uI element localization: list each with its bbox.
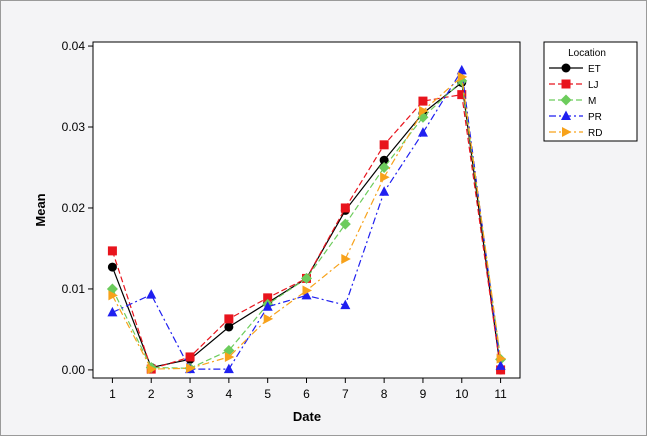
x-tick-label: 10 (455, 387, 469, 401)
data-point-pr (340, 299, 351, 310)
y-axis-title: Mean (33, 193, 48, 226)
data-point-m (378, 161, 390, 173)
data-point-lj (263, 293, 273, 303)
legend-item-m: M (549, 94, 596, 107)
y-tick-label: 0.02 (62, 201, 86, 215)
legend-label: RD (588, 128, 602, 139)
legend-label: M (588, 96, 596, 107)
legend-marker (561, 79, 571, 89)
data-point-lj (224, 314, 234, 324)
data-point-et (379, 155, 389, 165)
legend-item-rd: RD (549, 127, 602, 139)
x-tick-label: 2 (148, 387, 155, 401)
data-point-rd (108, 290, 118, 301)
legend-item-lj: LJ (549, 79, 599, 91)
data-point-pr (107, 306, 118, 317)
x-tick-label: 6 (303, 387, 310, 401)
legend-marker (561, 63, 571, 73)
x-tick-label: 3 (187, 387, 194, 401)
y-tick-label: 0.04 (62, 39, 86, 53)
legend-label: ET (588, 64, 601, 75)
x-tick-label: 7 (342, 387, 349, 401)
x-tick-label: 1 (109, 387, 116, 401)
data-point-rd (302, 285, 312, 296)
data-point-pr (417, 127, 428, 137)
x-tick-label: 11 (494, 387, 507, 401)
legend-marker (560, 94, 572, 106)
data-point-rd (224, 351, 235, 362)
y-tick-label: 0.03 (62, 120, 86, 134)
data-point-lj (496, 365, 506, 375)
data-point-rd (380, 172, 390, 183)
plot-area (92, 41, 521, 379)
data-point-pr (456, 64, 467, 75)
data-point-pr (495, 360, 506, 370)
data-point-lj (418, 96, 428, 106)
data-point-rd (457, 71, 468, 82)
data-point-et (107, 262, 117, 272)
x-axis-title: Date (293, 409, 321, 424)
legend-item-pr: PR (549, 110, 602, 123)
data-point-pr (223, 363, 234, 374)
data-point-rd (186, 363, 196, 374)
legend-label: PR (588, 112, 602, 123)
x-tick-label: 9 (420, 387, 427, 401)
legend-marker (562, 127, 572, 137)
legend-title: Location (568, 48, 606, 59)
data-point-pr (301, 289, 312, 300)
legend-marker (561, 110, 571, 120)
data-point-lj (340, 203, 350, 213)
legend-label: LJ (588, 80, 599, 91)
data-point-lj (379, 140, 389, 150)
data-point-m (301, 272, 312, 284)
data-point-rd (147, 364, 157, 375)
data-point-lj (107, 246, 117, 256)
data-point-m (339, 218, 351, 230)
data-point-rd (496, 353, 507, 364)
x-axis: 1 2 3 4 5 6 7 8 9 10 11 (109, 378, 507, 401)
x-tick-label: 4 (226, 387, 233, 401)
y-axis: 0.00 0.01 0.02 0.03 0.04 (62, 39, 93, 377)
data-point-pr (262, 301, 273, 311)
series-rd (108, 71, 507, 375)
data-point-rd (341, 253, 351, 264)
data-point-et (224, 322, 234, 332)
x-tick-label: 8 (381, 387, 388, 401)
series-line-rd (111, 75, 502, 370)
data-point-pr (379, 186, 390, 196)
y-tick-label: 0.01 (62, 282, 86, 296)
legend-items: ET LJ M PR RD (549, 63, 602, 139)
legend-box (543, 41, 638, 142)
legend-item-et: ET (549, 63, 601, 75)
x-tick-label: 5 (264, 387, 271, 401)
legend: Location ET LJ M PR RD (543, 41, 638, 142)
series-layer (106, 64, 507, 375)
data-point-lj (457, 90, 467, 100)
data-point-pr (146, 289, 157, 299)
data-point-rd (263, 313, 274, 324)
data-point-lj (185, 352, 195, 362)
y-tick-label: 0.00 (62, 363, 86, 377)
data-point-rd (418, 105, 429, 116)
